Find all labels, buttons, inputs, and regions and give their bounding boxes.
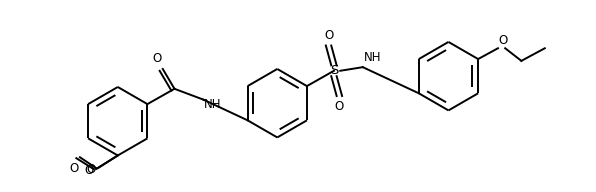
Text: S: S (330, 64, 338, 77)
Text: O: O (499, 34, 508, 47)
Text: O: O (153, 52, 162, 65)
Text: NH: NH (204, 98, 222, 111)
Text: O: O (84, 164, 94, 177)
Text: NH: NH (364, 50, 381, 64)
Text: O: O (324, 29, 333, 42)
Text: O: O (335, 100, 344, 113)
Text: O: O (86, 163, 95, 176)
Text: O: O (69, 162, 78, 175)
